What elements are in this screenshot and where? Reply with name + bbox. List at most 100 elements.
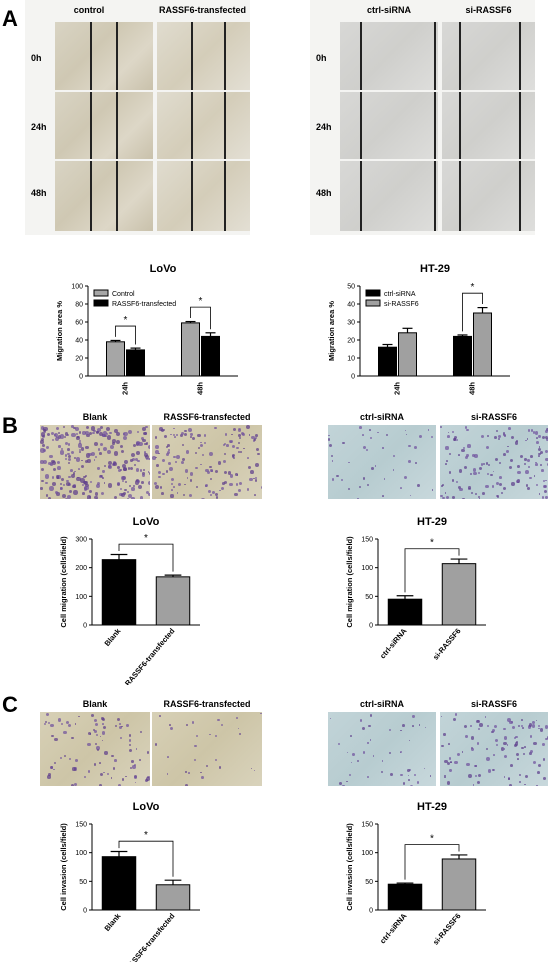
stained-cell xyxy=(412,725,414,727)
stained-cell xyxy=(525,774,529,778)
stained-cell xyxy=(492,470,495,473)
stained-cell xyxy=(250,470,254,474)
stained-cell xyxy=(528,466,530,468)
stained-cell xyxy=(42,444,45,447)
stained-cell xyxy=(207,490,211,494)
stained-cell xyxy=(40,426,45,430)
stained-cell xyxy=(348,461,350,464)
stained-cell xyxy=(248,433,251,436)
stained-cell xyxy=(367,776,370,778)
stained-cell xyxy=(359,718,363,722)
stained-cell xyxy=(214,426,218,430)
stained-cell xyxy=(503,433,506,437)
stained-cell xyxy=(497,434,501,439)
stained-cell xyxy=(544,450,548,454)
stained-cell xyxy=(66,482,70,486)
y-tick-label: 0 xyxy=(79,374,83,381)
significance-bracket xyxy=(115,325,136,345)
stained-cell xyxy=(200,444,204,448)
stained-cell xyxy=(91,451,96,457)
stained-cell xyxy=(529,476,532,479)
stained-cell xyxy=(507,718,511,723)
stained-cell xyxy=(537,447,542,452)
stained-cell xyxy=(49,486,54,491)
bar xyxy=(155,576,191,626)
stained-cell xyxy=(480,434,484,438)
stained-cell xyxy=(173,427,175,430)
stained-cell xyxy=(369,429,371,432)
stained-cell xyxy=(414,461,417,464)
x-tick-label: 24h xyxy=(393,382,402,395)
stained-cell xyxy=(382,447,384,449)
stained-cell xyxy=(189,479,193,483)
stained-cell xyxy=(94,495,98,499)
stained-cell xyxy=(392,469,394,471)
stained-cell xyxy=(524,746,526,749)
legend-swatch xyxy=(365,299,381,307)
y-axis-label: Cell migration (cells/field) xyxy=(59,536,68,628)
stained-cell xyxy=(52,438,55,441)
stained-cell xyxy=(74,759,78,763)
stained-cell xyxy=(90,713,94,717)
stained-cell xyxy=(93,718,98,723)
stained-cell xyxy=(170,477,175,482)
stained-cell xyxy=(61,477,65,481)
x-tick-label: 48h xyxy=(468,382,477,395)
stained-cell xyxy=(503,487,507,491)
stained-cell xyxy=(479,722,483,727)
stained-cell xyxy=(93,429,96,433)
col-label-ctrl-sirna: ctrl-siRNA xyxy=(359,412,404,422)
stained-cell xyxy=(194,451,198,455)
y-tick-label: 100 xyxy=(75,594,87,601)
stained-cell xyxy=(87,769,91,773)
stained-cell xyxy=(121,778,125,782)
stained-cell xyxy=(240,451,243,453)
stained-cell xyxy=(486,472,490,476)
stained-cell xyxy=(485,484,489,489)
stained-cell xyxy=(211,470,213,472)
stained-cell xyxy=(158,452,161,455)
stained-cell xyxy=(75,427,79,431)
stained-cell xyxy=(79,442,82,444)
stained-cell xyxy=(66,494,71,499)
stained-cell xyxy=(114,429,118,434)
stained-cell xyxy=(94,456,97,459)
stained-cell xyxy=(100,426,104,430)
stained-cell xyxy=(188,493,193,498)
stained-cell xyxy=(508,466,512,470)
stained-cell xyxy=(446,762,450,766)
significance-bracket xyxy=(462,292,483,332)
stained-cell xyxy=(515,441,519,445)
stained-cell xyxy=(371,467,374,471)
stained-cell xyxy=(487,435,490,438)
stained-cell xyxy=(537,770,541,774)
stained-cell xyxy=(134,464,137,467)
stained-cell xyxy=(237,450,241,454)
stained-cell xyxy=(203,442,207,445)
stained-cell xyxy=(246,425,250,429)
stained-cell xyxy=(82,492,86,495)
stained-cell xyxy=(468,487,471,491)
stained-cell xyxy=(45,481,48,485)
stained-cell xyxy=(332,478,335,481)
stained-cell xyxy=(473,471,477,476)
stained-cell xyxy=(166,452,170,456)
significance-bracket xyxy=(190,306,211,330)
stained-cell xyxy=(51,460,56,466)
stained-cell xyxy=(243,447,245,450)
col-label-blank: Blank xyxy=(82,699,108,709)
chart-title: HT-29 xyxy=(417,516,447,528)
stained-cell xyxy=(112,767,116,770)
stained-cell xyxy=(503,741,508,746)
stained-cell xyxy=(543,776,546,780)
y-tick-label: 30 xyxy=(347,320,355,327)
stained-cell xyxy=(468,774,472,778)
stained-cell xyxy=(41,480,44,483)
stained-cell xyxy=(145,442,149,445)
stained-cell xyxy=(542,758,546,761)
stained-cell xyxy=(239,482,243,486)
stained-cell xyxy=(45,494,48,497)
stained-cell xyxy=(491,768,494,771)
stained-cell xyxy=(43,427,48,432)
micrograph-sirassf6-0h xyxy=(442,22,535,90)
